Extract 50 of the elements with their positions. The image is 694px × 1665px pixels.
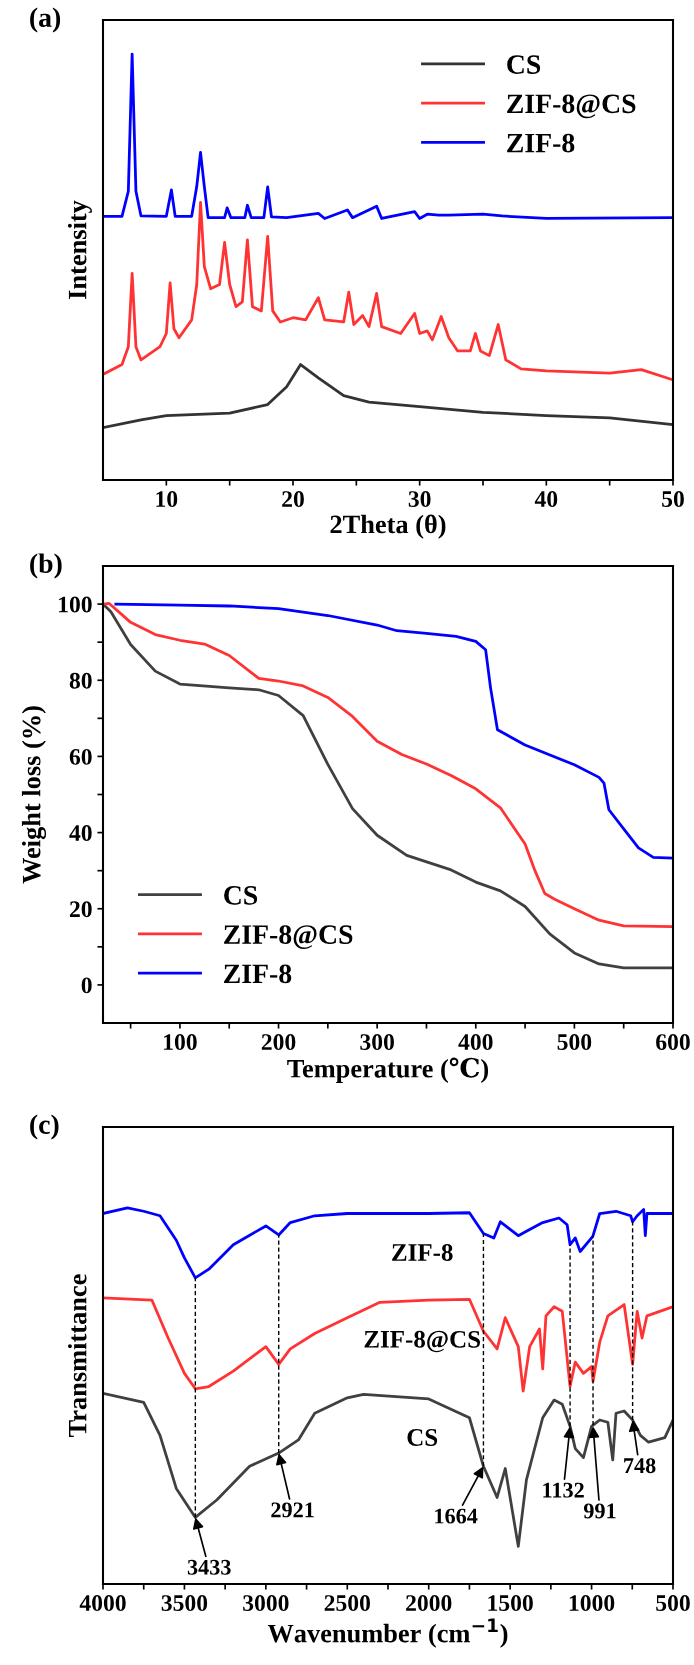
legend-label: CS — [224, 886, 258, 905]
chart-title: (b) — [30, 553, 62, 579]
chart-title: (a) — [30, 7, 61, 33]
line-series — [114, 602, 673, 860]
x-tick-label: 1000 — [569, 1595, 615, 1612]
annotation: 3433 — [187, 1559, 231, 1575]
x-tick-label: 10 — [156, 491, 178, 508]
annotation: 991 — [583, 1503, 616, 1519]
legend-label: CS — [507, 55, 541, 74]
x-tick-label: 4000 — [79, 1595, 126, 1612]
legend-label: ZIF-8@CS — [507, 94, 636, 119]
series-label: ZIF-8@CS — [364, 1330, 480, 1353]
chart-title: (c) — [30, 1114, 59, 1140]
x-tick-label: 3000 — [243, 1595, 289, 1612]
x-axis-title: 2Theta (θ) — [330, 514, 446, 539]
y-tick-label: 100 — [59, 596, 92, 613]
y-axis-title: Intensity — [67, 200, 92, 299]
annotation: 748 — [624, 1458, 656, 1474]
legend-label: ZIF-8@CS — [224, 925, 353, 949]
x-tick-label: 200 — [261, 1034, 296, 1051]
x-tick-label: 300 — [360, 1034, 394, 1051]
x-tick-label: 3500 — [161, 1595, 208, 1612]
y-tick-label: 40 — [69, 825, 92, 842]
x-tick-label: 600 — [656, 1034, 690, 1051]
y-tick-label: 20 — [69, 901, 92, 918]
x-tick-label: 500 — [656, 1595, 690, 1612]
annotation: 1664 — [435, 1508, 478, 1524]
annotation: 2921 — [271, 1502, 314, 1518]
y-axis-title: Transmittance — [67, 1274, 87, 1437]
x-axis-title: Temperature (℃) — [287, 1057, 489, 1083]
y-axis-title: Weight loss (%) — [21, 706, 47, 884]
series-label: CS — [407, 1429, 438, 1446]
x-tick-label: 500 — [557, 1034, 592, 1051]
x-tick-label: 50 — [662, 491, 684, 508]
y-tick-label: 80 — [69, 672, 92, 689]
annotation: 1132 — [543, 1482, 584, 1498]
y-tick-label: 60 — [69, 748, 92, 765]
x-axis-title: Wavenumber (cm$^{−1}$) — [267, 1618, 508, 1648]
x-tick-label: 20 — [282, 491, 304, 508]
x-tick-label: 30 — [408, 491, 431, 508]
legend-label: ZIF-8 — [224, 964, 292, 984]
series-label: ZIF-8 — [392, 1244, 453, 1261]
x-tick-label: 400 — [458, 1034, 493, 1051]
x-tick-label: 100 — [164, 1034, 197, 1051]
x-tick-label: 2500 — [324, 1595, 370, 1612]
y-tick-label: 0 — [81, 977, 92, 994]
x-tick-label: 2000 — [406, 1595, 452, 1612]
x-tick-label: 1500 — [488, 1595, 533, 1612]
legend-label: ZIF-8 — [507, 133, 575, 153]
x-tick-label: 40 — [534, 491, 558, 508]
